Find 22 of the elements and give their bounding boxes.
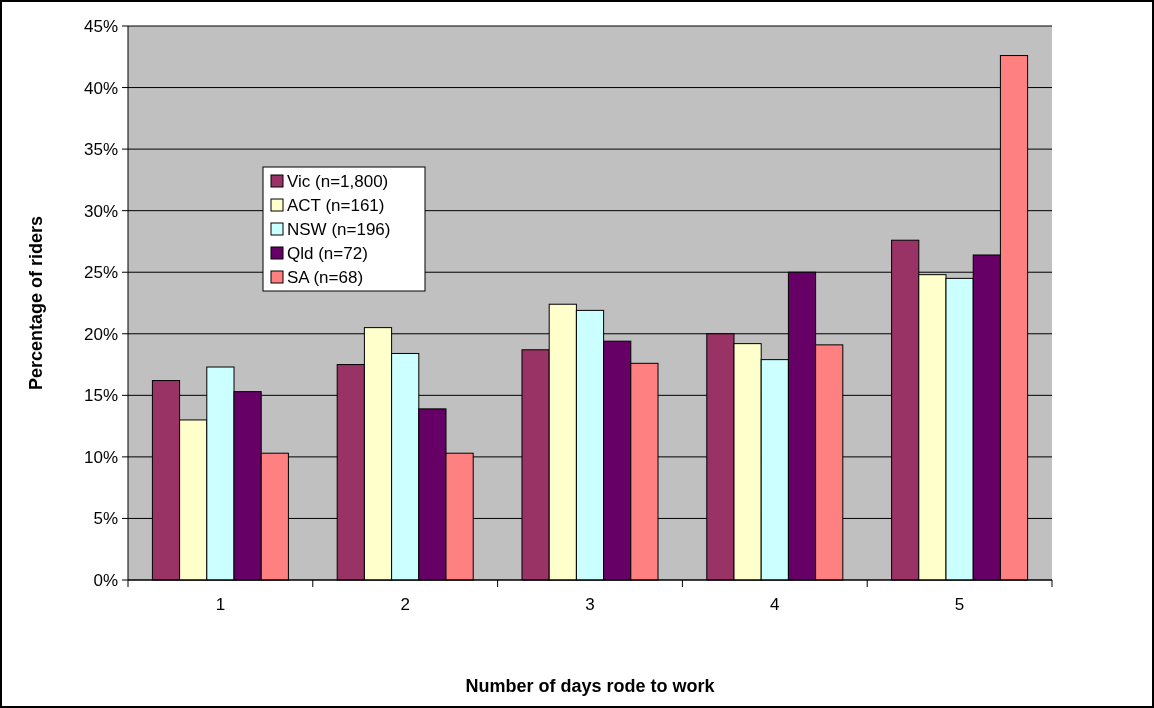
y-tick-label: 25% [83, 263, 118, 283]
y-tick-label: 15% [83, 386, 118, 406]
x-tick-label: 5 [954, 595, 965, 614]
y-tick-label: 45% [83, 16, 118, 36]
x-tick-label: 1 [215, 595, 226, 614]
x-tick-label: 4 [770, 595, 780, 614]
y-tick-label: 35% [83, 140, 118, 160]
x-tick-label: 2 [400, 595, 410, 614]
legend-label: SA (n=68) [287, 267, 364, 287]
y-tick-label: 20% [83, 324, 118, 344]
y-tick-label: 10% [83, 447, 118, 467]
y-tick-label: 40% [83, 78, 118, 98]
y-tick-label: 5% [93, 509, 118, 529]
legend-label: Qld (n=72) [287, 243, 368, 263]
x-tick-label: 3 [585, 595, 595, 614]
x-axis-title: Number of days rode to work [465, 676, 716, 696]
legend-label: NSW (n=196) [287, 219, 391, 239]
y-tick-label: 30% [83, 201, 118, 221]
y-axis-title: Percentage of riders [26, 215, 46, 391]
legend-label: ACT (n=161) [287, 195, 385, 215]
y-tick-label: 0% [93, 570, 118, 590]
legend-label: Vic (n=1,800) [287, 171, 389, 191]
